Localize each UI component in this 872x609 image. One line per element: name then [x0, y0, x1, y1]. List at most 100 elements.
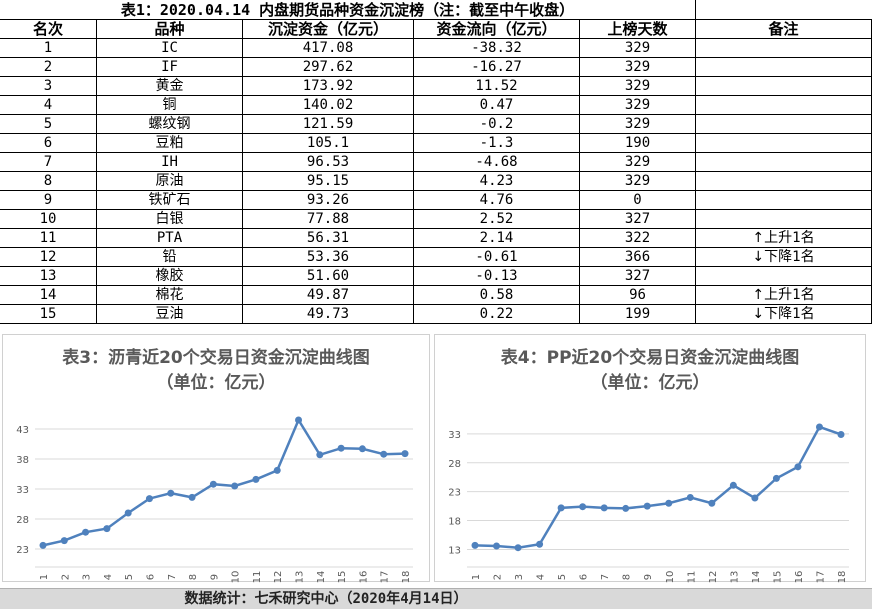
cell-days: 329 [580, 77, 696, 96]
cell-flow: -16.27 [414, 58, 580, 77]
data-point [772, 474, 780, 482]
pp-chart-subtitle: （单位：亿元） [590, 373, 710, 393]
x-tick-label: 15 [772, 571, 783, 583]
remark-cell: ↓下降1名 [696, 248, 872, 267]
header-flow: 资金流向（亿元） [414, 20, 580, 39]
x-tick-label: 13 [295, 571, 306, 583]
cell-variety: 黄金 [97, 77, 243, 96]
cell-days: 190 [580, 134, 696, 153]
cell-days: 0 [580, 191, 696, 210]
footer-text: 数据统计：七禾研究中心（2020年4月14日） [184, 591, 468, 607]
data-point [316, 451, 324, 459]
x-tick-label: 8 [622, 574, 633, 580]
cell-variety: IC [97, 39, 243, 58]
x-tick-label: 9 [643, 574, 654, 580]
y-tick-label: 28 [16, 515, 29, 526]
cell-rank: 12 [0, 248, 97, 267]
remark-cell: ↑上升1名 [696, 229, 872, 248]
cell-capital: 96.53 [243, 153, 414, 172]
cell-rank: 5 [0, 115, 97, 134]
data-point [39, 541, 47, 549]
cell-days: 329 [580, 96, 696, 115]
remark-cell [696, 96, 872, 115]
data-point [708, 499, 716, 507]
data-point [557, 504, 565, 512]
cell-days: 329 [580, 39, 696, 58]
cell-flow: -4.68 [414, 153, 580, 172]
cell-days: 327 [580, 210, 696, 229]
x-tick-label: 2 [60, 574, 71, 580]
cell-rank: 4 [0, 96, 97, 115]
data-point [358, 445, 366, 453]
x-tick-label: 3 [82, 574, 93, 580]
remark-cell [696, 77, 872, 96]
remark-cell [696, 191, 872, 210]
cell-flow: 0.58 [414, 286, 580, 305]
x-tick-label: 13 [729, 571, 740, 583]
cell-capital: 417.08 [243, 39, 414, 58]
data-point [815, 423, 823, 431]
cell-variety: 棉花 [97, 286, 243, 305]
x-tick-label: 16 [794, 571, 805, 583]
cell-rank: 8 [0, 172, 97, 191]
data-point [665, 499, 673, 507]
header-variety: 品种 [97, 20, 243, 39]
cell-rank: 15 [0, 305, 97, 324]
x-tick-label: 18 [401, 571, 412, 583]
x-tick-label: 5 [557, 574, 568, 580]
cell-days: 329 [580, 115, 696, 134]
x-tick-label: 6 [145, 574, 156, 580]
cell-days: 322 [580, 229, 696, 248]
header-remark: 备注 [696, 20, 872, 39]
data-point [794, 463, 802, 471]
pp-chart-title: 表4：PP近20个交易日资金沉淀曲线图 [500, 348, 800, 368]
header-capital: 沉淀资金（亿元） [243, 20, 414, 39]
data-point [622, 504, 630, 512]
remark-text: 上升1名 [764, 287, 815, 303]
cell-flow: -0.13 [414, 267, 580, 286]
y-tick-label: 23 [448, 488, 461, 499]
x-tick-label: 12 [273, 571, 284, 583]
remark-cell [696, 115, 872, 134]
cell-capital: 77.88 [243, 210, 414, 229]
x-tick-label: 8 [188, 574, 199, 580]
cell-capital: 49.87 [243, 286, 414, 305]
remark-cell [696, 134, 872, 153]
header-days: 上榜天数 [580, 20, 696, 39]
x-tick-label: 14 [316, 571, 327, 583]
arrow-up-icon: ↑ [752, 230, 765, 246]
data-point [145, 495, 153, 503]
data-point [295, 416, 303, 424]
cell-flow: 2.52 [414, 210, 580, 229]
x-tick-label: 3 [514, 574, 525, 580]
x-tick-label: 1 [471, 574, 482, 580]
cell-flow: 4.76 [414, 191, 580, 210]
table-title-blank [696, 0, 872, 20]
cell-rank: 6 [0, 134, 97, 153]
cell-days: 329 [580, 172, 696, 191]
data-point [471, 541, 479, 549]
y-tick-label: 23 [16, 545, 29, 556]
remark-cell: ↓下降1名 [696, 305, 872, 324]
x-tick-label: 1 [39, 574, 50, 580]
data-point [729, 481, 737, 489]
cell-capital: 105.1 [243, 134, 414, 153]
cell-rank: 13 [0, 267, 97, 286]
remark-text: 下降1名 [764, 249, 815, 265]
series-line [474, 425, 842, 549]
data-point [536, 540, 544, 548]
data-point [231, 482, 239, 490]
x-tick-label: 17 [815, 571, 826, 583]
pp-chart: 表4：PP近20个交易日资金沉淀曲线图 （单位：亿元） 13 18 23 28 33 1 2… [434, 334, 866, 583]
y-tick-label: 38 [16, 455, 29, 466]
cell-rank: 7 [0, 153, 97, 172]
cell-days: 199 [580, 305, 696, 324]
arrow-down-icon: ↓ [752, 306, 765, 322]
cell-flow: -38.32 [414, 39, 580, 58]
data-point [273, 466, 281, 474]
x-tick-label: 10 [665, 571, 676, 583]
cell-capital: 297.62 [243, 58, 414, 77]
cell-flow: 0.47 [414, 96, 580, 115]
x-tick-label: 4 [103, 574, 114, 580]
